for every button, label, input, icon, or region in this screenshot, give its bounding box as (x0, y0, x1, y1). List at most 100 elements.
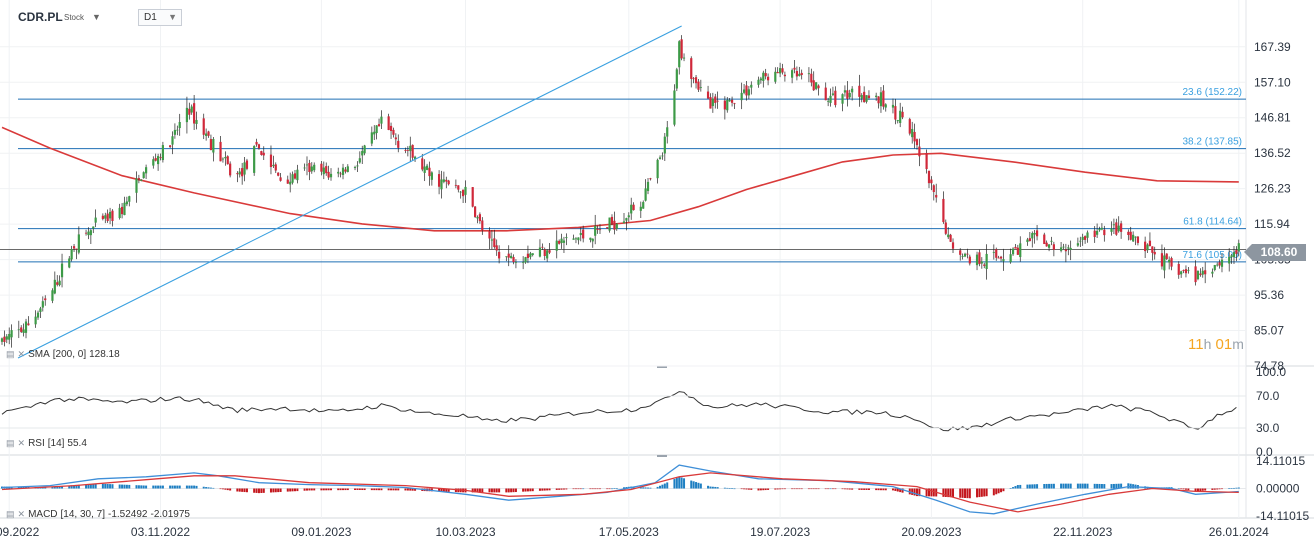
macd-histogram-bar (171, 485, 174, 489)
candle-body (992, 252, 995, 253)
candle-body (53, 279, 56, 294)
candle-body (1182, 270, 1185, 271)
macd-histogram-bar (709, 486, 712, 489)
candle-body (344, 169, 347, 172)
macd-histogram-bar (409, 488, 412, 491)
macd-histogram-bar (85, 484, 88, 489)
macd-histogram-bar (490, 488, 493, 493)
candle-body (1059, 247, 1063, 251)
settings-icon[interactable]: ▤ (6, 349, 15, 359)
settings-icon[interactable]: ▤ (6, 509, 15, 519)
candle-body (894, 106, 897, 120)
macd-histogram-bar (978, 488, 981, 498)
candle-body (843, 90, 847, 93)
candle-body (476, 217, 479, 219)
macd-histogram-bar (1028, 484, 1031, 489)
candle-body (77, 234, 80, 253)
macd-histogram-bar (1184, 488, 1187, 490)
close-icon[interactable]: ✕ (17, 349, 26, 359)
candle-body (1043, 234, 1046, 245)
settings-icon[interactable]: ▤ (6, 438, 15, 448)
macd-histogram-bar (77, 484, 80, 489)
panel-resize-handle (657, 455, 667, 457)
instrument-type: Stock (64, 13, 85, 22)
candle-body (613, 220, 616, 230)
candle-body (860, 95, 863, 99)
macd-histogram-bar (58, 486, 61, 489)
candle-body (1230, 255, 1233, 258)
candle-body (358, 158, 361, 163)
macd-histogram-bar (579, 488, 582, 490)
timeframe-select[interactable]: D1 ▼ (138, 9, 182, 26)
date-axis-tick: 20.09.2023 (901, 525, 961, 539)
candle-body (437, 174, 441, 187)
macd-histogram-bar (1117, 483, 1120, 489)
macd-histogram-bar (356, 488, 359, 490)
macd-histogram-bar (488, 488, 491, 493)
candle-body (875, 95, 878, 98)
candle-body (202, 118, 205, 135)
candle-body (303, 167, 306, 169)
candle-body (930, 179, 933, 184)
candle-body (865, 95, 868, 102)
fibonacci-levels: 23.6 (152.22) 38.2 (137.85) 61.8 (114.64) 7… (0, 87, 1246, 263)
macd-histogram-bar (337, 488, 340, 491)
macd-histogram-bar (358, 488, 361, 490)
macd-histogram-bar (546, 488, 549, 491)
macd-histogram-bar (747, 488, 750, 490)
candle-body (514, 262, 518, 263)
candle-body (1062, 246, 1065, 248)
candle-body (221, 158, 225, 160)
macd-histogram-bar (1067, 483, 1070, 489)
macd-histogram-bar (522, 488, 525, 492)
candle-body (101, 215, 104, 219)
rsi-axis-tick: 70.0 (1256, 389, 1280, 403)
candle-body (764, 73, 767, 77)
macd-histogram-bar (944, 488, 947, 497)
macd-histogram-bar (901, 488, 904, 493)
macd-histogram-bar (53, 486, 56, 489)
macd-histogram-bar (1204, 488, 1207, 491)
macd-histogram-bar (613, 488, 616, 489)
macd-histogram-bar (591, 488, 594, 490)
macd-histogram-bar (17, 486, 20, 489)
macd-histogram-bar (137, 485, 140, 489)
symbol-name[interactable]: CDR.PL (18, 10, 63, 24)
countdown-minutes-unit: m (1232, 336, 1244, 352)
candle-body (1199, 273, 1202, 276)
macd-histogram-bar (1, 486, 3, 489)
macd-histogram-bar (109, 484, 112, 489)
macd-histogram-bar (1093, 483, 1096, 489)
chevron-down-icon[interactable]: ▼ (92, 12, 101, 22)
candle-body (1196, 270, 1200, 280)
candle-body (589, 237, 592, 240)
candle-body (106, 213, 109, 221)
macd-histogram-bar (779, 488, 782, 490)
macd-histogram-bar (274, 488, 277, 493)
timeframe-value: D1 (144, 12, 157, 23)
candle-body (363, 145, 366, 154)
candle-body (714, 96, 717, 103)
candle-body (454, 184, 457, 186)
candle-body (495, 245, 498, 251)
price-axis-tick: 146.81 (1254, 111, 1291, 125)
macd-histogram-bar (193, 485, 196, 489)
trendline[interactable] (17, 25, 682, 359)
candle-body (154, 158, 157, 161)
rsi-axis-tick: 100.0 (1256, 365, 1286, 379)
candle-body (1132, 234, 1135, 242)
macd-histogram-bar (899, 488, 902, 493)
candle-body (356, 165, 359, 167)
candle-body (1011, 248, 1015, 255)
candle-body (337, 171, 340, 174)
macd-histogram-bar (807, 488, 810, 490)
macd-histogram-bar (1199, 488, 1202, 491)
candle-body (1098, 228, 1101, 231)
macd-histogram-bar (1177, 488, 1180, 490)
candle-body (558, 240, 561, 244)
macd-signal-line (1, 472, 1239, 513)
close-icon[interactable]: ✕ (17, 438, 26, 448)
close-icon[interactable]: ✕ (17, 509, 26, 519)
macd-histogram-bar (1232, 487, 1235, 489)
